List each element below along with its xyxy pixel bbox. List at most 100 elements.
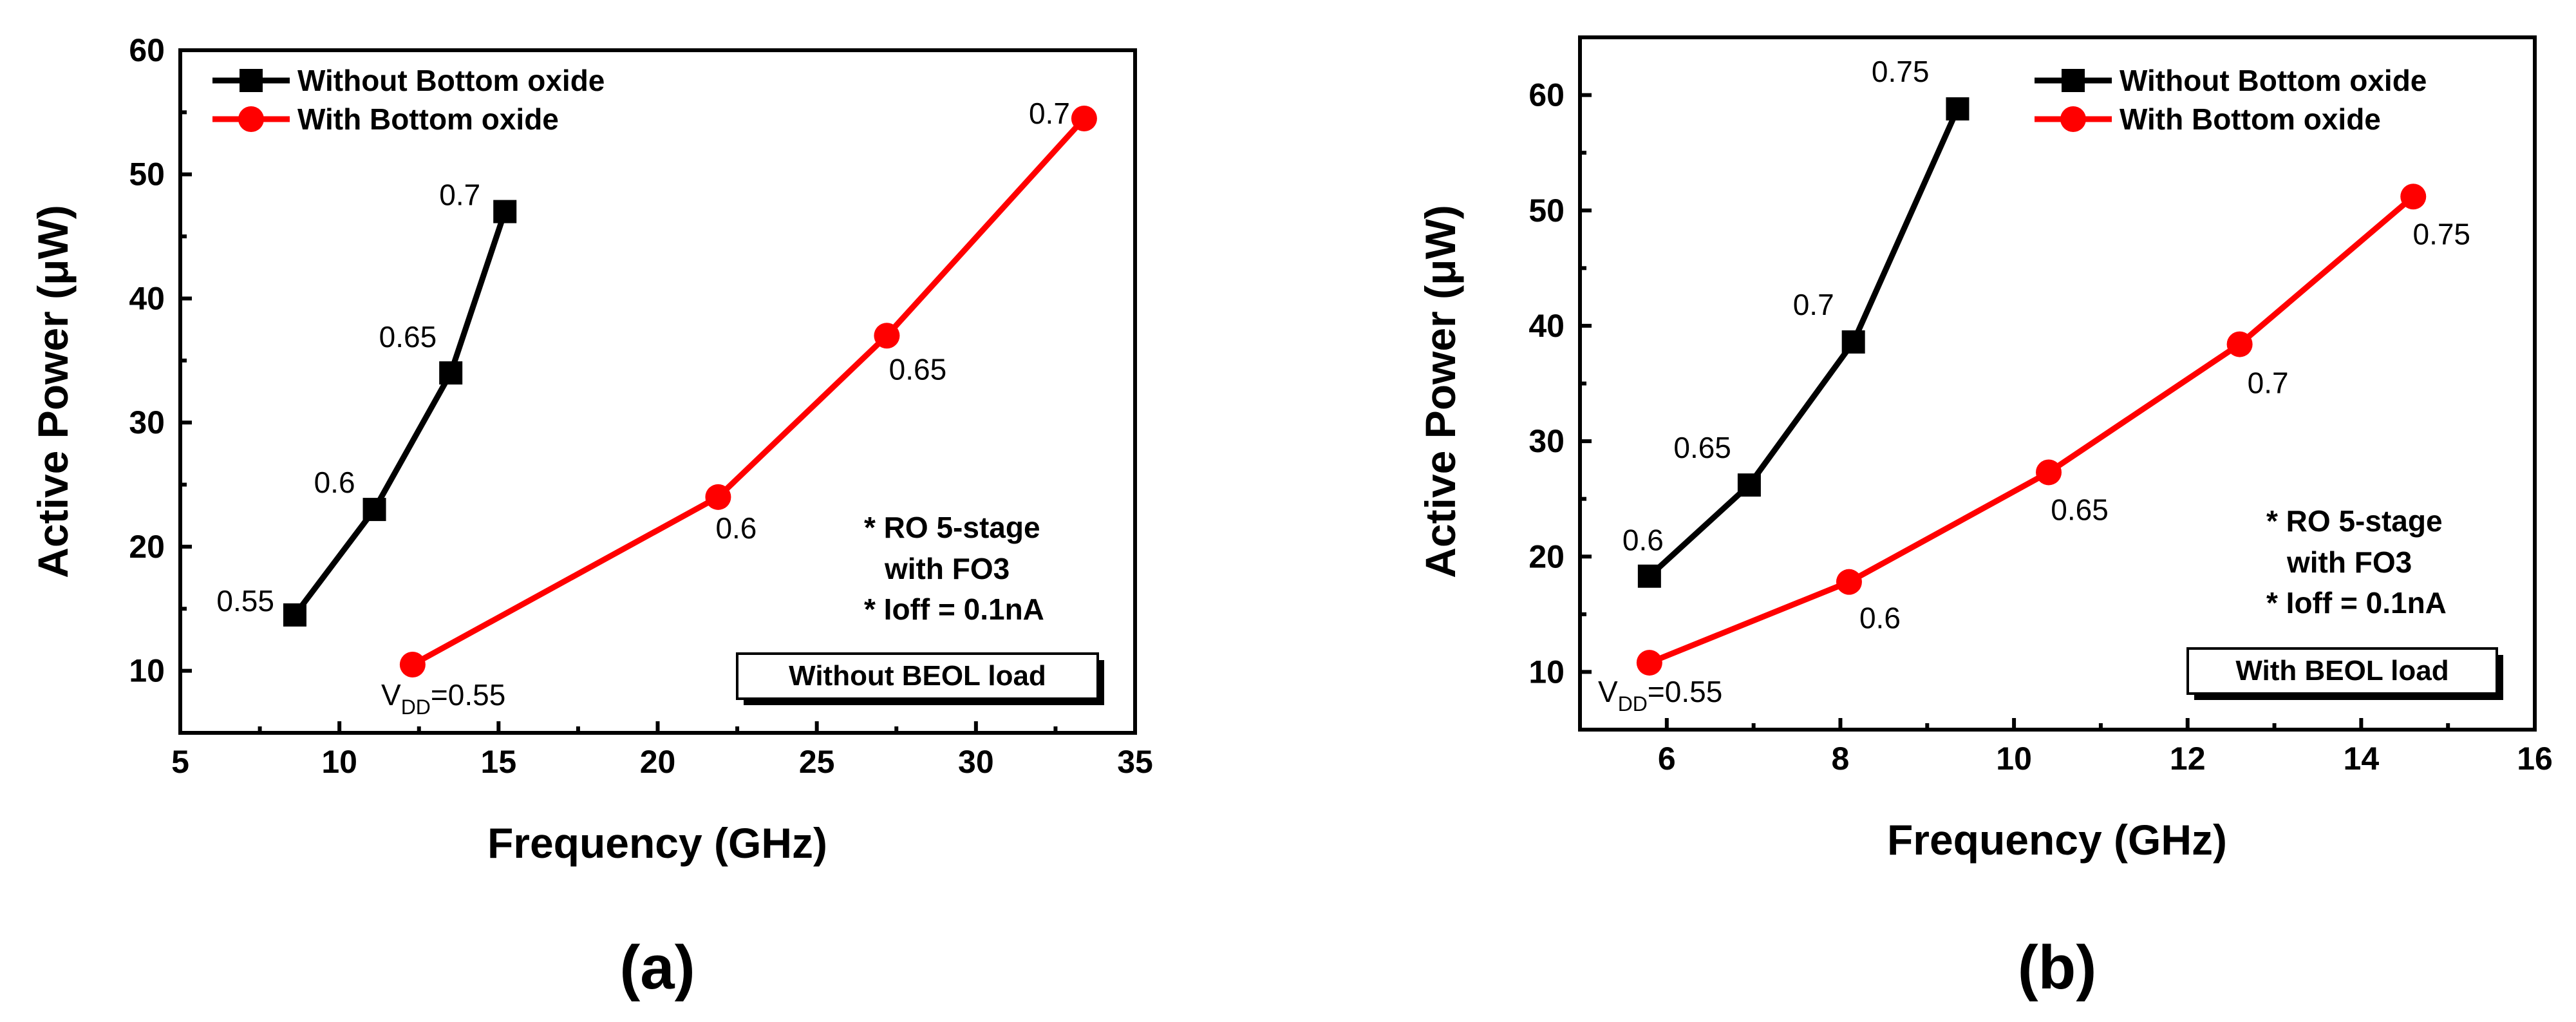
y-tick-label: 50 (129, 156, 165, 193)
note-line-2-b: with FO3 (2286, 545, 2412, 579)
point-label: 0.65 (889, 352, 947, 386)
series-line (411, 116, 1087, 667)
point-label: 0.65 (379, 320, 437, 354)
legend-label: With Bottom oxide (2120, 102, 2381, 136)
y-axis-title-a: Active Power (μW) (29, 205, 77, 578)
point-label: 0.6 (314, 466, 355, 499)
data-point-circle (1071, 106, 1097, 131)
panel-label-b: (b) (2018, 933, 2097, 1002)
point-label: 0.75 (2412, 217, 2470, 251)
point-label: 0.55 (216, 584, 274, 618)
data-point-circle (1836, 569, 1862, 595)
data-point-square (1737, 473, 1761, 497)
vdd-equals-a: = (431, 678, 448, 712)
x-tick-label: 5 (171, 744, 189, 780)
point-label: 0.7 (1793, 288, 1834, 321)
note-line-3-b: * Ioff = 0.1nA (2266, 586, 2447, 620)
plot-frame-a (178, 48, 1137, 735)
y-tick-label: 10 (1528, 654, 1565, 690)
note-line-2-a: with FO3 (884, 552, 1010, 585)
series-group-b: 0.6 0.65 0.7 0.75 0.6 0.65 0.7 0.75 (1622, 55, 2470, 676)
x-tick-label: 8 (1832, 741, 1850, 777)
legend-label: Without Bottom oxide (297, 64, 605, 97)
legend-marker-circle (238, 106, 264, 132)
data-point-circle (874, 323, 900, 349)
axis-ticks-a: 5 10 15 20 25 30 35 10 20 30 40 50 60 (129, 32, 1152, 780)
x-tick-label: 10 (321, 744, 357, 780)
legend-a: Without Bottom oxide With Bottom oxide (212, 64, 605, 136)
point-label: 0.6 (1859, 601, 1901, 635)
legend-marker-square (240, 69, 263, 92)
data-point-circle (2400, 184, 2427, 210)
data-point-square (362, 498, 386, 522)
vdd-prefix-b: V (1598, 675, 1618, 708)
vdd-label-b: VDD=0.55 (1598, 675, 1722, 715)
x-axis-title-a: Frequency (GHz) (487, 819, 827, 867)
note-line-1-b: * RO 5-stage (2266, 504, 2443, 538)
vdd-equals-b: = (1648, 675, 1665, 708)
point-label: 0.6 (715, 511, 757, 545)
data-point-circle (2226, 331, 2253, 357)
series-group-a: 0.55 0.6 0.65 0.7 0.6 0.65 0.7 (216, 97, 1097, 677)
axis-ticks-b: 6 8 10 12 14 16 10 20 30 40 50 60 (1528, 77, 2552, 777)
note-line-1-a: * RO 5-stage (864, 511, 1040, 544)
box-label-a: Without BEOL load (789, 660, 1046, 692)
data-point-square (493, 200, 517, 223)
chart-panel-a: Frequency (GHz) Active Power (μW) (a) 5 1… (29, 32, 1153, 1002)
note-line-3-a: * Ioff = 0.1nA (864, 592, 1044, 626)
vdd-value-b: 0.55 (1665, 675, 1723, 708)
vdd-label-a: VDD=0.55 (381, 678, 505, 719)
point-label: 0.7 (2248, 366, 2289, 400)
data-point-square (1946, 97, 1970, 121)
x-tick-label: 20 (640, 744, 676, 780)
x-axis-title-b: Frequency (GHz) (1887, 816, 2227, 864)
legend-marker-square (2062, 69, 2085, 92)
legend-label: Without Bottom oxide (2120, 64, 2427, 97)
point-label: 0.65 (1673, 431, 1731, 464)
vdd-prefix-a: V (381, 678, 401, 712)
data-point-square (283, 603, 306, 627)
point-label: 0.65 (2051, 493, 2109, 526)
box-label-b: With BEOL load (2235, 655, 2449, 686)
x-tick-label: 35 (1117, 744, 1153, 780)
y-tick-label: 30 (1528, 423, 1565, 459)
y-tick-label: 40 (1528, 308, 1565, 344)
y-axis-title-b: Active Power (μW) (1416, 205, 1464, 578)
x-tick-label: 14 (2344, 741, 2380, 777)
x-tick-label: 12 (2170, 741, 2206, 777)
data-point-circle (2036, 459, 2062, 486)
box-b (2186, 647, 2498, 695)
y-tick-label: 60 (129, 32, 165, 68)
box-a (736, 652, 1099, 700)
point-label: 0.7 (439, 178, 480, 212)
y-tick-label: 30 (129, 404, 165, 440)
data-point-square (1637, 564, 1661, 588)
x-tick-label: 30 (958, 744, 994, 780)
y-tick-label: 10 (129, 653, 165, 689)
series-line (292, 211, 508, 617)
x-tick-label: 6 (1658, 741, 1676, 777)
vdd-value-a: 0.55 (448, 678, 506, 712)
data-point-circle (1636, 650, 1662, 676)
y-tick-label: 50 (1528, 193, 1565, 229)
x-tick-label: 16 (2517, 741, 2553, 777)
y-tick-label: 40 (129, 280, 165, 316)
y-tick-label: 20 (129, 529, 165, 565)
plot-frame-b (1578, 35, 2537, 732)
legend-b: Without Bottom oxide With Bottom oxide (2035, 64, 2427, 136)
x-tick-label: 15 (481, 744, 517, 780)
vdd-subscript-a: DD (401, 696, 431, 719)
series-line (1647, 108, 1960, 579)
point-label: 0.75 (1872, 55, 1930, 88)
point-label: 0.7 (1029, 97, 1070, 130)
data-point-square (439, 361, 463, 385)
vdd-subscript-b: DD (1618, 692, 1648, 715)
legend-label: With Bottom oxide (297, 102, 559, 136)
legend-marker-circle (2060, 106, 2086, 132)
point-label: 0.6 (1622, 524, 1664, 557)
data-point-circle (399, 652, 426, 677)
panel-label-a: (a) (619, 933, 695, 1002)
y-tick-label: 60 (1528, 77, 1565, 113)
chart-panel-b: Frequency (GHz) Active Power (μW) (b) 6 8… (1416, 35, 2553, 1002)
